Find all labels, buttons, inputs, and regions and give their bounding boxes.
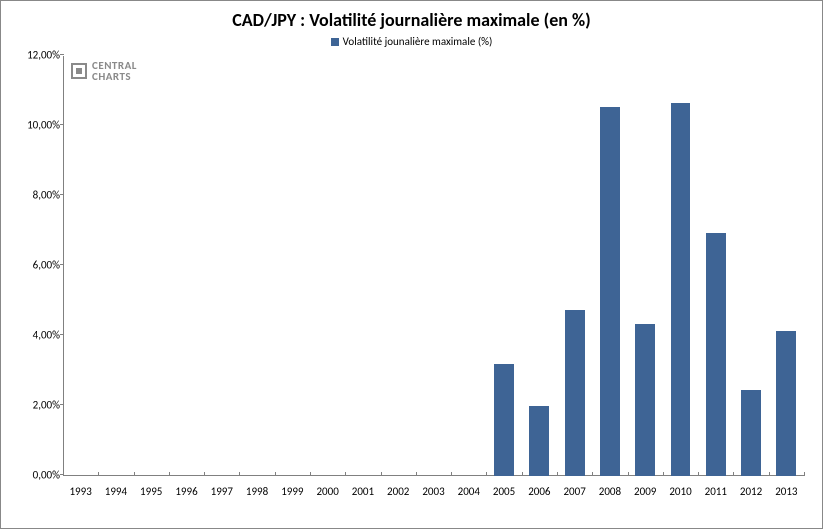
x-tick-mark [275, 472, 276, 476]
x-tick-label: 2004 [458, 485, 480, 498]
chart-container: CAD/JPY : Volatilité journalière maximal… [1, 1, 822, 528]
x-tick-label: 2010 [669, 485, 691, 498]
y-tick-label: 8,00% [12, 189, 60, 202]
bar [600, 107, 620, 476]
y-tick-label: 0,00% [12, 469, 60, 482]
legend-swatch [331, 38, 339, 46]
x-tick-label: 1993 [69, 485, 91, 498]
x-tick-mark [628, 472, 629, 476]
y-tick-label: 4,00% [12, 329, 60, 342]
x-tick-mark [769, 472, 770, 476]
bar [671, 103, 691, 476]
chart-legend: Volatilité jounalière maximale (%) [13, 35, 810, 48]
x-tick-label: 2011 [705, 485, 727, 498]
y-tick-mark [60, 334, 64, 335]
y-tick-mark [60, 264, 64, 265]
x-tick-label: 2013 [775, 485, 797, 498]
x-tick-label: 2001 [352, 485, 374, 498]
x-tick-label: 1996 [175, 485, 197, 498]
x-tick-mark [134, 472, 135, 476]
x-tick-mark [804, 472, 805, 476]
x-tick-mark [522, 472, 523, 476]
bar [529, 406, 549, 476]
bar [494, 364, 514, 476]
chart-title: CAD/JPY : Volatilité journalière maximal… [13, 9, 810, 31]
y-tick-label: 12,00% [12, 49, 60, 62]
plot-area: CENTRAL CHARTS 0,00%2,00%4,00%6,00%8,00%… [63, 56, 804, 498]
watermark-icon [70, 62, 88, 80]
x-tick-mark [416, 472, 417, 476]
y-tick-label: 2,00% [12, 399, 60, 412]
y-tick-mark [60, 404, 64, 405]
x-tick-label: 2007 [563, 485, 585, 498]
x-tick-mark [204, 472, 205, 476]
watermark-text: CENTRAL CHARTS [92, 60, 137, 82]
x-tick-label: 2003 [422, 485, 444, 498]
x-tick-mark [486, 472, 487, 476]
plot: CENTRAL CHARTS 0,00%2,00%4,00%6,00%8,00%… [63, 56, 804, 476]
x-tick-mark [345, 472, 346, 476]
y-tick-mark [60, 54, 64, 55]
x-tick-label: 1997 [211, 485, 233, 498]
x-tick-mark [98, 472, 99, 476]
x-tick-label: 2009 [634, 485, 656, 498]
x-tick-label: 2005 [493, 485, 515, 498]
x-tick-mark [63, 472, 64, 476]
x-tick-mark [663, 472, 664, 476]
y-tick-mark [60, 124, 64, 125]
x-tick-label: 2006 [528, 485, 550, 498]
y-tick-label: 6,00% [12, 259, 60, 272]
x-tick-label: 2000 [316, 485, 338, 498]
x-tick-mark [733, 472, 734, 476]
x-tick-label: 1994 [105, 485, 127, 498]
x-tick-mark [592, 472, 593, 476]
bar [635, 324, 655, 476]
x-tick-label: 2012 [740, 485, 762, 498]
bar [776, 331, 796, 476]
legend-label: Volatilité jounalière maximale (%) [343, 35, 493, 48]
x-tick-mark [169, 472, 170, 476]
x-tick-mark [451, 472, 452, 476]
x-tick-label: 2008 [599, 485, 621, 498]
watermark-line2: CHARTS [92, 71, 137, 82]
x-tick-mark [381, 472, 382, 476]
bar [741, 390, 761, 476]
x-tick-label: 1995 [140, 485, 162, 498]
bar [706, 233, 726, 476]
x-tick-mark [698, 472, 699, 476]
y-tick-mark [60, 194, 64, 195]
x-tick-label: 1998 [246, 485, 268, 498]
bar [565, 310, 585, 476]
x-tick-mark [239, 472, 240, 476]
x-tick-label: 1999 [281, 485, 303, 498]
x-tick-label: 2002 [387, 485, 409, 498]
y-tick-label: 10,00% [12, 119, 60, 132]
watermark: CENTRAL CHARTS [70, 60, 137, 82]
x-tick-mark [310, 472, 311, 476]
x-tick-mark [557, 472, 558, 476]
